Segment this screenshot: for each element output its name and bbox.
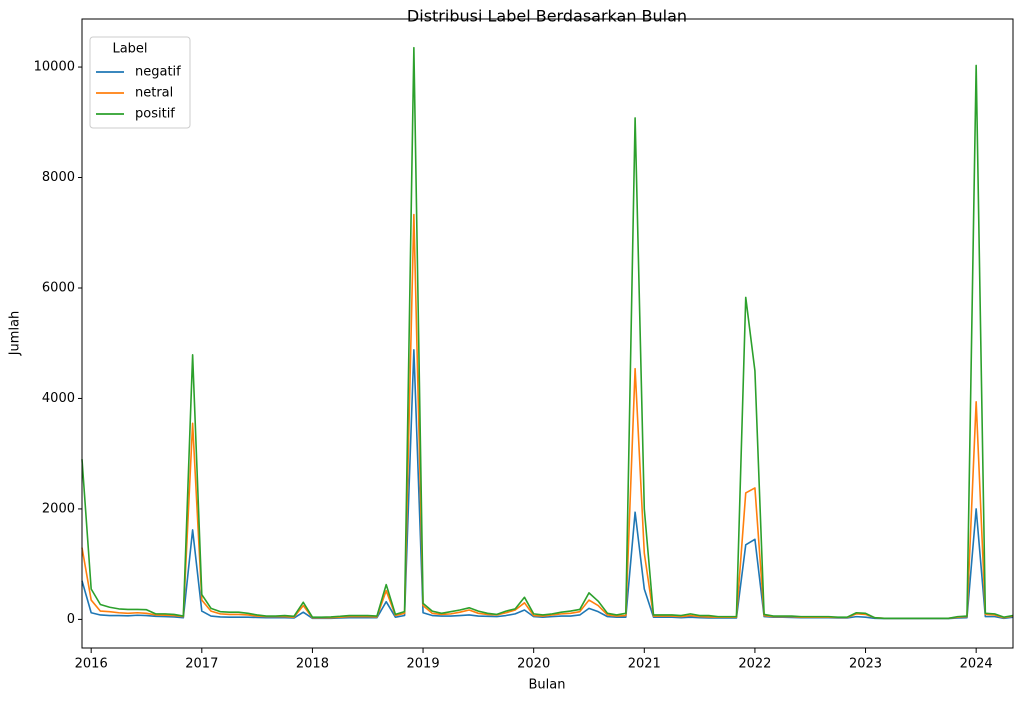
y-tick-label: 2000 [42, 501, 75, 516]
x-tick-label: 2018 [296, 657, 329, 672]
legend-title: Label [112, 42, 147, 57]
x-tick-label: 2016 [75, 657, 108, 672]
line-series [81, 46, 1014, 620]
x-tick-label: 2022 [738, 657, 771, 672]
y-tick-label: 8000 [42, 170, 75, 185]
y-tick-label: 10000 [34, 60, 75, 75]
legend-label: negatif [135, 65, 181, 80]
x-axis-label: Bulan [529, 678, 566, 693]
x-tick-label: 2023 [849, 657, 882, 672]
x-tick-label: 2024 [960, 657, 993, 672]
x-tick-label: 2020 [517, 657, 550, 672]
legend-box [89, 36, 191, 129]
x-tick-label: 2021 [628, 657, 661, 672]
legend-label: netral [135, 86, 173, 101]
x-tick-label: 2017 [185, 657, 218, 672]
chart-title: Distribusi Label Berdasarkan Bulan [407, 7, 687, 26]
line-series [81, 213, 1014, 620]
x-tick-label: 2019 [407, 657, 440, 672]
y-tick-label: 4000 [42, 391, 75, 406]
y-axis-label: Jumlah [8, 311, 23, 357]
y-tick-label: 0 [67, 612, 75, 627]
plot-frame [81, 18, 1014, 649]
line-series [81, 349, 1014, 620]
y-tick-label: 6000 [42, 280, 75, 295]
legend: Label negatif netral positif [89, 36, 191, 129]
legend-label: positif [135, 107, 175, 122]
